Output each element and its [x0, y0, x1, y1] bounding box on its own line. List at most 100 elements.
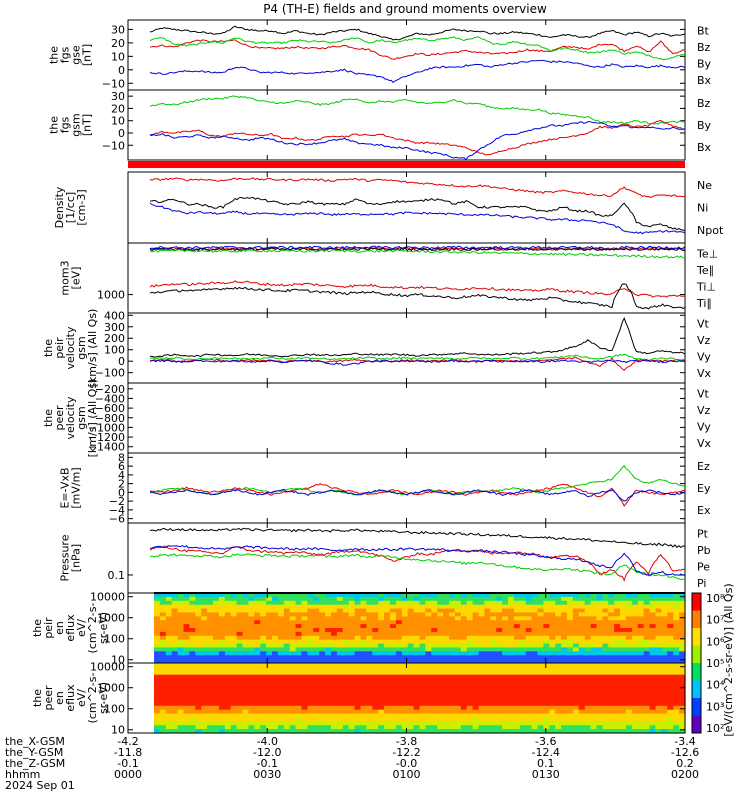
- spectrogram-cell: [496, 659, 503, 664]
- spectrogram-cell: [154, 694, 161, 699]
- spectrogram-cell: [667, 705, 674, 711]
- spectrogram-cell: [478, 659, 485, 664]
- spectrogram-cell: [525, 678, 533, 684]
- spectrogram-cell: [354, 651, 362, 656]
- spectrogram-cell: [177, 620, 185, 625]
- spectrogram-cell: [549, 717, 556, 722]
- x-tick-label: -12.2: [392, 746, 420, 759]
- spectrogram-cell: [679, 705, 686, 711]
- spectrogram-cell: [614, 651, 621, 656]
- spectrogram-cell: [679, 635, 686, 641]
- spectrogram-cell: [325, 670, 332, 676]
- spectrogram-cell: [224, 612, 232, 617]
- spectrogram-cell: [301, 651, 308, 656]
- spectrogram-cell: [590, 620, 598, 625]
- spectrogram-cell: [620, 663, 627, 668]
- spectrogram-cell: [195, 593, 202, 598]
- spectrogram-cell: [460, 701, 468, 707]
- spectrogram-cell: [384, 670, 391, 676]
- spectrogram-cell: [496, 635, 503, 641]
- spectrogram-cell: [165, 651, 173, 656]
- spectrogram-cell: [549, 663, 556, 668]
- spectrogram-cell: [667, 690, 674, 695]
- spectrogram-cell: [395, 690, 403, 695]
- spectrogram-cell: [154, 651, 161, 656]
- spectrogram-cell: [555, 624, 562, 629]
- y-tick-label: 30: [111, 90, 125, 103]
- spectrogram-cell: [307, 705, 314, 711]
- spectrogram-cell: [643, 698, 651, 703]
- spectrogram-cell: [266, 651, 273, 656]
- spectrogram-cell: [531, 717, 539, 722]
- spectrogram-cell: [413, 686, 421, 691]
- spectrogram-cell: [614, 717, 621, 722]
- spectrogram-cell: [490, 620, 497, 625]
- spectrogram-cell: [266, 725, 273, 730]
- spectrogram-cell: [272, 604, 279, 610]
- spectrogram-cell: [425, 721, 432, 726]
- spectrogram-cell: [289, 705, 297, 711]
- spectrogram-cell: [325, 666, 332, 672]
- spectrogram-cell: [578, 674, 586, 680]
- spectrogram-cell: [248, 721, 255, 726]
- spectrogram-cell: [578, 721, 586, 726]
- spectrogram-cell: [395, 612, 403, 617]
- spectrogram-cell: [454, 663, 462, 668]
- spectrogram-cell: [242, 663, 249, 668]
- spectrogram-cell: [354, 593, 362, 598]
- spectrogram-cell: [230, 593, 238, 598]
- spectrogram-cell: [260, 713, 267, 719]
- spectrogram-cell: [159, 666, 167, 672]
- spectrogram-cell: [466, 729, 474, 734]
- spectrogram-cell: [502, 643, 509, 649]
- spectrogram-cell: [331, 659, 338, 664]
- spectrogram-cell: [508, 631, 515, 637]
- spectrogram-cell: [313, 670, 320, 676]
- y-axis-label-line: [nT]: [81, 114, 94, 136]
- spectrogram-cell: [378, 643, 385, 649]
- spectrogram-cell: [331, 651, 338, 656]
- spectrogram-cell: [661, 612, 668, 617]
- spectrogram-cell: [655, 612, 662, 617]
- spectrogram-cell: [425, 647, 432, 652]
- spectrogram-cell: [266, 635, 273, 641]
- spectrogram-cell: [425, 709, 432, 715]
- spectrogram-cell: [549, 628, 556, 633]
- spectrogram-cell: [614, 701, 621, 707]
- spectrogram-cell: [195, 686, 202, 691]
- spectrogram-cell: [437, 651, 444, 656]
- spectrogram-cell: [637, 701, 645, 707]
- spectrogram-cell: [655, 604, 662, 610]
- legend-entry: Ne: [697, 179, 712, 192]
- spectrogram-cell: [378, 624, 385, 629]
- spectrogram-cell: [543, 635, 550, 641]
- spectrogram-cell: [342, 682, 350, 687]
- spectrogram-cell: [236, 604, 244, 610]
- spectrogram-cell: [673, 635, 680, 641]
- spectrogram-cell: [218, 705, 226, 711]
- spectrogram-cell: [154, 604, 161, 610]
- spectrogram-cell: [319, 655, 326, 660]
- spectrogram-cell: [502, 593, 509, 598]
- spectrogram-cell: [336, 639, 344, 645]
- spectrogram-cell: [277, 604, 285, 610]
- spectrogram-cell: [584, 612, 592, 617]
- spectrogram-cell: [248, 608, 255, 614]
- spectrogram-cell: [661, 674, 668, 680]
- spectrogram-cell: [519, 647, 527, 652]
- spectrogram-cell: [466, 631, 474, 637]
- spectrogram-cell: [578, 713, 586, 719]
- spectrogram-cell: [584, 624, 592, 629]
- spectrogram-cell: [667, 713, 674, 719]
- y-axis-label-line: [cm-3]: [75, 189, 88, 225]
- spectrogram-cell: [626, 709, 633, 715]
- spectrogram-cell: [372, 616, 379, 621]
- spectrogram-cell: [218, 725, 226, 730]
- spectrogram-cell: [508, 624, 515, 629]
- spectrogram-cell: [431, 593, 438, 598]
- spectrogram-cell: [313, 620, 320, 625]
- spectrogram-cell: [431, 713, 438, 719]
- spectrogram-cell: [189, 705, 196, 711]
- spectrogram-cell: [549, 620, 556, 625]
- spectrogram-cell: [443, 612, 450, 617]
